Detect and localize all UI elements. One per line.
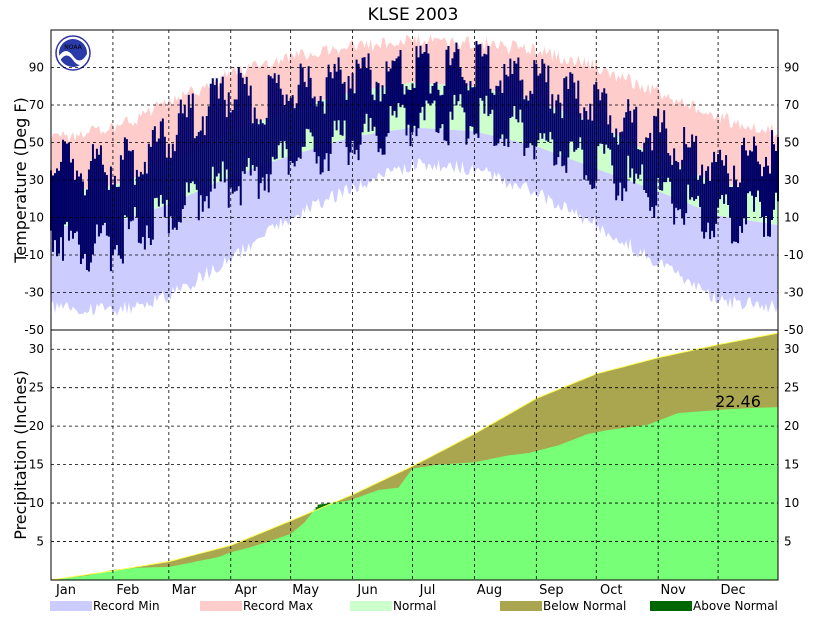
temperature-panel: -50 -50 -30 -30 -10 -10 10 10 30 30 50 50 70 70 90 90 Te… — [11, 34, 804, 337]
precip-tick-label-left: 25 — [29, 381, 44, 395]
precipitation-axis-label: Precipitation (Inches) — [11, 370, 30, 540]
legend-label: Record Min — [93, 599, 160, 613]
month-tick-label: Aug — [477, 583, 502, 598]
legend: Record Min Record Max Normal Below Normal Ab… — [50, 599, 778, 613]
svg-text:NOAA: NOAA — [64, 44, 82, 51]
precip-tick-label-left: 30 — [29, 342, 44, 356]
observed-temperature-series — [50, 41, 779, 272]
temperature-tick-label-right: -30 — [784, 286, 804, 300]
legend-swatch — [500, 601, 542, 611]
legend-swatch — [650, 601, 692, 611]
legend-label: Below Normal — [543, 599, 626, 613]
month-tick-label: Dec — [721, 583, 746, 598]
temperature-tick-label-right: 10 — [784, 211, 799, 225]
month-tick-label: Sep — [539, 583, 564, 598]
precip-tick-label-right: 20 — [784, 419, 799, 433]
month-tick-label: Jan — [55, 583, 76, 598]
temperature-tick-label-left: -30 — [24, 286, 44, 300]
precip-tick-label-right: 10 — [784, 496, 799, 510]
legend-label: Normal — [393, 599, 436, 613]
precip-tick-label-right: 5 — [784, 535, 792, 549]
precip-observed-area — [51, 407, 778, 580]
temperature-tick-label-left: 50 — [29, 136, 44, 150]
chart-title: KLSE 2003 — [368, 5, 459, 25]
temperature-tick-label-right: 30 — [784, 173, 799, 187]
x-axis: Jan Feb Mar Apr May Jun Jul Aug Sep Oct Nov Dec — [50, 29, 779, 598]
temperature-tick-label-right: 50 — [784, 136, 799, 150]
temperature-tick-label-left: 30 — [29, 173, 44, 187]
noaa-logo: NOAA — [55, 35, 91, 71]
precip-tick-label-left: 20 — [29, 419, 44, 433]
precipitation-panel: 5 5 10 10 15 15 20 20 25 25 30 30 Precipitation (Inc… — [11, 332, 799, 581]
precip-normal-line — [50, 332, 779, 581]
month-tick-label: Oct — [600, 583, 622, 598]
precip-total-annotation: 22.46 — [715, 392, 761, 411]
precip-tick-label-right: 25 — [784, 381, 799, 395]
month-tick-label: Nov — [660, 583, 686, 598]
temperature-tick-label-left: -10 — [24, 248, 44, 262]
precip-tick-label-right: 15 — [784, 458, 799, 472]
temperature-tick-label-left: 10 — [29, 211, 44, 225]
precip-tick-label-left: 5 — [36, 535, 44, 549]
temperature-axis-label: Temperature (Deg F) — [11, 97, 30, 264]
month-tick-label: Apr — [235, 583, 258, 598]
temperature-tick-label-left: 70 — [29, 98, 44, 112]
precip-tick-label-left: 10 — [29, 496, 44, 510]
month-tick-label: Jun — [356, 583, 377, 598]
legend-swatch — [50, 601, 92, 611]
temperature-tick-label-left: -50 — [24, 323, 44, 337]
legend-label: Record Max — [243, 599, 313, 613]
month-tick-label: Feb — [116, 583, 139, 598]
temperature-tick-label-right: -10 — [784, 248, 804, 262]
legend-label: Above Normal — [693, 599, 778, 613]
temperature-tick-label-left: 90 — [29, 61, 44, 75]
precip-tick-label-left: 15 — [29, 458, 44, 472]
month-tick-label: Jul — [419, 583, 436, 598]
month-tick-label: May — [292, 583, 319, 598]
temperature-tick-label-right: 90 — [784, 61, 799, 75]
precip-frame — [50, 329, 779, 581]
legend-swatch — [200, 601, 242, 611]
month-tick-label: Mar — [172, 583, 197, 598]
temperature-tick-label-right: 70 — [784, 98, 799, 112]
temperature-tick-label-right: -50 — [784, 323, 804, 337]
legend-swatch — [350, 601, 392, 611]
precip-tick-label-right: 30 — [784, 342, 799, 356]
